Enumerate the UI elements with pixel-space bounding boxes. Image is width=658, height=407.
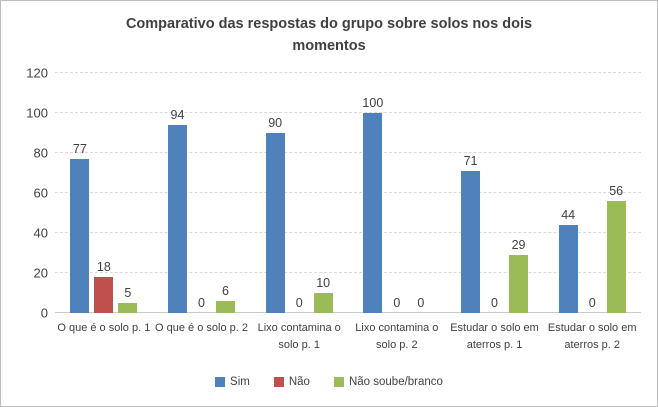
legend-item-nao-soube-branco: Não soube/branco	[333, 376, 443, 388]
bar-sim: 77	[70, 142, 90, 313]
data-label: 10	[316, 276, 331, 291]
gridline-80	[55, 152, 641, 154]
gridline-120	[55, 72, 641, 73]
data-label: 0	[393, 296, 401, 310]
bar-group-5: 71 0 29	[446, 73, 544, 313]
x-axis-label-5: Estudar o solo em aterros p. 1	[450, 322, 539, 351]
plot-area: 77 18 5 94 0 6 90 0 10 100 0 0 71 0 29 44 0 56	[55, 72, 641, 313]
legend-item-sim: Sim	[215, 376, 250, 388]
data-label: 90	[268, 116, 283, 130]
legend-swatch-nao-soube-branco	[333, 377, 344, 387]
data-label: 18	[96, 260, 111, 274]
data-label: 56	[609, 184, 624, 198]
bar-nao-soube-branco: 5	[118, 286, 138, 313]
y-tick-label-20: 20	[33, 265, 48, 281]
data-label: 44	[561, 208, 576, 222]
bar-group-4: 100 0 0	[348, 73, 446, 313]
data-label: 71	[463, 154, 478, 168]
y-tick-label-120: 120	[26, 65, 48, 81]
x-axis-labels: O que é o solo p. 1 O que é o solo p. 2 Li…	[55, 320, 641, 353]
legend-item-nao: Não	[273, 376, 310, 388]
y-axis: 0 20 40 60 80 100 120	[8, 66, 48, 321]
bar-sim: 100	[362, 96, 383, 313]
gridline-100	[55, 112, 641, 113]
bar-nao-soube-branco: 6	[216, 284, 235, 313]
bar-nao-soube-branco: 56	[606, 184, 626, 313]
data-label: 6	[222, 284, 229, 298]
data-label: 0	[588, 296, 596, 310]
bar-group-6: 44 0 56	[543, 73, 641, 313]
y-tick-label-60: 60	[33, 185, 48, 201]
data-label: 0	[417, 296, 425, 310]
bar-group-1: 77 18 5	[55, 73, 153, 313]
data-label: 0	[198, 296, 205, 310]
data-label: 100	[362, 96, 384, 110]
x-axis-label-6: Estudar o solo em aterros p. 2	[547, 322, 637, 351]
bar-sim: 90	[265, 116, 285, 313]
x-axis-label-3: Lixo contamina o solo p. 1	[257, 322, 341, 351]
y-tick-label-40: 40	[33, 225, 48, 241]
chart-title: Comparativo das respostas do grupo sobre…	[125, 16, 533, 55]
bar-nao-soube-branco: 29	[509, 238, 529, 313]
x-axis-label-1: O que é o solo p. 1	[57, 322, 151, 334]
data-label: 0	[491, 296, 498, 310]
x-axis-line	[55, 312, 641, 313]
bar-group-3: 90 0 10	[250, 73, 348, 313]
data-label: 29	[511, 238, 526, 252]
data-label: 0	[295, 296, 303, 310]
bars-layer: 77 18 5 94 0 6 90 0 10 100 0 0 71 0 29 44 0 56	[55, 73, 641, 313]
legend-label-sim: Sim	[230, 376, 250, 388]
y-tick-label-100: 100	[26, 105, 48, 121]
bar-group-2: 94 0 6	[153, 73, 251, 313]
gridline-40	[55, 232, 641, 234]
gridline-60	[55, 192, 641, 193]
legend-swatch-nao	[273, 377, 284, 387]
bar-sim: 94	[168, 108, 187, 313]
legend-label-nao: Não	[288, 376, 310, 388]
bar-sim: 44	[558, 208, 578, 313]
gridline-20	[55, 272, 641, 274]
legend-label-nao-soube-branco: Não soube/branco	[348, 376, 443, 388]
bar-nao: 18	[94, 260, 114, 313]
y-tick-label-80: 80	[33, 145, 48, 161]
bar-sim: 71	[461, 154, 481, 313]
legend-swatch-sim	[215, 377, 226, 387]
legend: Sim Não Não soube/branco	[0, 376, 658, 388]
data-label: 94	[170, 108, 185, 122]
bar-nao-soube-branco: 10	[313, 276, 333, 313]
x-axis-label-2: O que é o solo p. 2	[155, 322, 248, 334]
data-label: 77	[72, 142, 87, 157]
data-label: 5	[124, 286, 132, 301]
x-axis-label-4: Lixo contamina o solo p. 2	[355, 322, 439, 351]
y-tick-label-0: 0	[40, 305, 48, 321]
